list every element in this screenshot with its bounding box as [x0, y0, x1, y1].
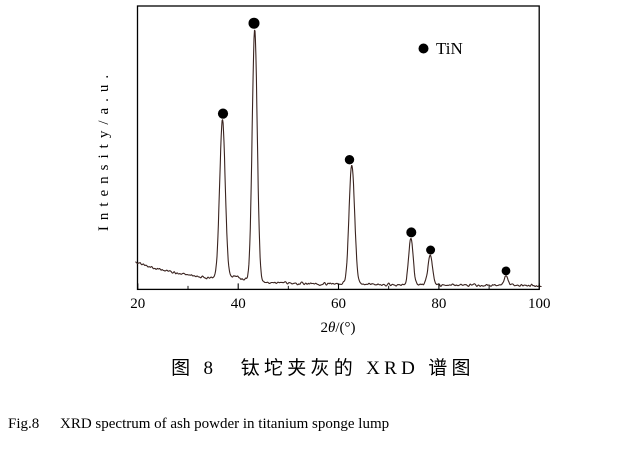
svg-text:2θ/(°): 2θ/(°) — [320, 320, 355, 336]
svg-text:20: 20 — [130, 296, 145, 312]
svg-text:Fig.8: Fig.8 — [8, 416, 39, 432]
svg-text:80: 80 — [431, 296, 446, 312]
svg-text:XRD spectrum of ash powder in: XRD spectrum of ash powder in titanium s… — [60, 416, 389, 432]
svg-text:100: 100 — [528, 296, 551, 312]
svg-text:图 8 钛坨夹灰的 XRD 谱图: 图 8 钛坨夹灰的 XRD 谱图 — [171, 357, 475, 379]
svg-text:40: 40 — [231, 296, 246, 312]
svg-text:TiN: TiN — [436, 39, 463, 58]
svg-text:Intensity/a.u.: Intensity/a.u. — [96, 69, 112, 231]
svg-text:60: 60 — [331, 296, 346, 312]
